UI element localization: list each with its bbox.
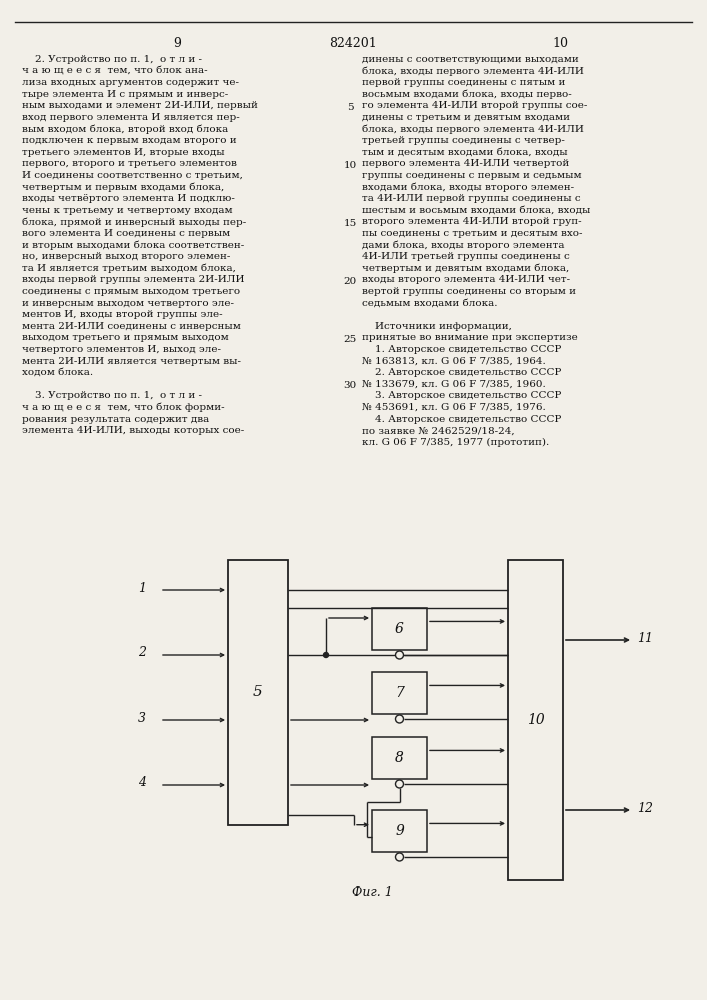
Text: 4И-ИЛИ третьей группы соединены с: 4И-ИЛИ третьей группы соединены с	[362, 252, 570, 261]
Text: № 133679, кл. G 06 F 7/385, 1960.: № 133679, кл. G 06 F 7/385, 1960.	[362, 380, 546, 389]
Text: четвертым и девятым входами блока,: четвертым и девятым входами блока,	[362, 264, 569, 273]
Text: и инверсным выходом четвертого эле-: и инверсным выходом четвертого эле-	[22, 299, 234, 308]
Text: седьмым входами блока.: седьмым входами блока.	[362, 299, 498, 308]
Text: та И является третьим выходом блока,: та И является третьим выходом блока,	[22, 264, 236, 273]
Text: 5: 5	[253, 686, 263, 700]
Text: мента 2И-ИЛИ соединены с инверсным: мента 2И-ИЛИ соединены с инверсным	[22, 322, 241, 331]
Text: 1: 1	[138, 582, 146, 594]
Text: рования результата содержит два: рования результата содержит два	[22, 415, 209, 424]
Text: Источники информации,: Источники информации,	[362, 322, 512, 331]
Bar	[372, 810, 427, 852]
Text: ментов И, входы второй группы эле-: ментов И, входы второй группы эле-	[22, 310, 223, 319]
Circle shape	[395, 853, 404, 861]
Text: третьей группы соединены с четвер-: третьей группы соединены с четвер-	[362, 136, 565, 145]
Text: третьего элементов И, вторые входы: третьего элементов И, вторые входы	[22, 148, 225, 157]
Bar	[228, 560, 288, 825]
Text: 20: 20	[344, 277, 356, 286]
Text: 25: 25	[344, 335, 356, 344]
Text: подключен к первым входам второго и: подключен к первым входам второго и	[22, 136, 237, 145]
Text: восьмым входами блока, входы перво-: восьмым входами блока, входы перво-	[362, 90, 572, 99]
Text: 9: 9	[173, 37, 181, 50]
Text: принятые во внимание при экспертизе: принятые во внимание при экспертизе	[362, 333, 578, 342]
Text: 2. Устройство по п. 1,  о т л и -: 2. Устройство по п. 1, о т л и -	[22, 55, 202, 64]
Text: 5: 5	[346, 103, 354, 112]
Text: 2. Авторское свидетельство СССР: 2. Авторское свидетельство СССР	[362, 368, 561, 377]
Text: 1. Авторское свидетельство СССР: 1. Авторское свидетельство СССР	[362, 345, 561, 354]
Text: входами блока, входы второго элемен-: входами блока, входы второго элемен-	[362, 183, 574, 192]
Bar	[372, 672, 427, 714]
Text: И соединены соответственно с третьим,: И соединены соответственно с третьим,	[22, 171, 243, 180]
Text: ч а ю щ е е с я  тем, что блок ана-: ч а ю щ е е с я тем, что блок ана-	[22, 67, 208, 76]
Text: 4: 4	[138, 776, 146, 790]
Text: группы соединены с первым и седьмым: группы соединены с первым и седьмым	[362, 171, 582, 180]
Text: 12: 12	[637, 802, 653, 816]
Text: второго элемента 4И-ИЛИ второй груп-: второго элемента 4И-ИЛИ второй груп-	[362, 217, 582, 226]
Text: ч а ю щ е е с я  тем, что блок форми-: ч а ю щ е е с я тем, что блок форми-	[22, 403, 225, 412]
Text: лиза входных аргументов содержит че-: лиза входных аргументов содержит че-	[22, 78, 239, 87]
Text: выходом третьего и прямым выходом: выходом третьего и прямым выходом	[22, 333, 229, 342]
Text: динены с соответствующими выходами: динены с соответствующими выходами	[362, 55, 579, 64]
Text: первого, второго и третьего элементов: первого, второго и третьего элементов	[22, 159, 237, 168]
Text: 10: 10	[552, 37, 568, 50]
Text: блока, входы первого элемента 4И-ИЛИ: блока, входы первого элемента 4И-ИЛИ	[362, 125, 584, 134]
Circle shape	[395, 780, 404, 788]
Text: 824201: 824201	[329, 37, 377, 50]
Text: го элемента 4И-ИЛИ второй группы сое-: го элемента 4И-ИЛИ второй группы сое-	[362, 101, 588, 110]
Text: ным выходами и элемент 2И-ИЛИ, первый: ным выходами и элемент 2И-ИЛИ, первый	[22, 101, 258, 110]
Text: мента 2И-ИЛИ является четвертым вы-: мента 2И-ИЛИ является четвертым вы-	[22, 357, 241, 366]
Text: № 453691, кл. G 06 F 7/385, 1976.: № 453691, кл. G 06 F 7/385, 1976.	[362, 403, 546, 412]
Text: вертой группы соединены со вторым и: вертой группы соединены со вторым и	[362, 287, 576, 296]
Text: вого элемента И соединены с первым: вого элемента И соединены с первым	[22, 229, 230, 238]
Text: ходом блока.: ходом блока.	[22, 368, 93, 377]
Text: № 163813, кл. G 06 F 7/385, 1964.: № 163813, кл. G 06 F 7/385, 1964.	[362, 357, 546, 366]
Text: элемента 4И-ИЛИ, выходы которых сое-: элемента 4И-ИЛИ, выходы которых сое-	[22, 426, 244, 435]
Text: 15: 15	[344, 219, 356, 228]
Bar	[372, 608, 427, 650]
Circle shape	[324, 652, 329, 658]
Text: 10: 10	[527, 713, 544, 727]
Text: динены с третьим и девятым входами: динены с третьим и девятым входами	[362, 113, 570, 122]
Bar	[372, 737, 427, 779]
Text: 8: 8	[395, 751, 404, 765]
Text: блока, прямой и инверсный выходы пер-: блока, прямой и инверсный выходы пер-	[22, 217, 246, 227]
Circle shape	[395, 651, 404, 659]
Text: вым входом блока, второй вход блока: вым входом блока, второй вход блока	[22, 125, 228, 134]
Text: но, инверсный выход второго элемен-: но, инверсный выход второго элемен-	[22, 252, 230, 261]
Text: 3: 3	[138, 712, 146, 724]
Text: тыре элемента И с прямым и инверс-: тыре элемента И с прямым и инверс-	[22, 90, 228, 99]
Text: 30: 30	[344, 381, 356, 390]
Text: входы четвёртого элемента И подклю-: входы четвёртого элемента И подклю-	[22, 194, 235, 203]
Bar	[508, 560, 563, 880]
Text: 4. Авторское свидетельство СССР: 4. Авторское свидетельство СССР	[362, 415, 561, 424]
Text: 9: 9	[395, 824, 404, 838]
Text: 2: 2	[138, 647, 146, 660]
Text: та 4И-ИЛИ первой группы соединены с: та 4И-ИЛИ первой группы соединены с	[362, 194, 580, 203]
Text: блока, входы первого элемента 4И-ИЛИ: блока, входы первого элемента 4И-ИЛИ	[362, 67, 584, 76]
Text: вход первого элемента И является пер-: вход первого элемента И является пер-	[22, 113, 240, 122]
Text: Фиг. 1: Фиг. 1	[351, 886, 392, 899]
Text: первого элемента 4И-ИЛИ четвертой: первого элемента 4И-ИЛИ четвертой	[362, 159, 569, 168]
Circle shape	[395, 715, 404, 723]
Text: входы первой группы элемента 2И-ИЛИ: входы первой группы элемента 2И-ИЛИ	[22, 275, 245, 284]
Text: и вторым выходами блока соответствен-: и вторым выходами блока соответствен-	[22, 241, 244, 250]
Text: входы второго элемента 4И-ИЛИ чет-: входы второго элемента 4И-ИЛИ чет-	[362, 275, 570, 284]
Text: 6: 6	[395, 622, 404, 636]
Text: четвертым и первым входами блока,: четвертым и первым входами блока,	[22, 183, 224, 192]
Text: четвертого элементов И, выход эле-: четвертого элементов И, выход эле-	[22, 345, 221, 354]
Text: чены к третьему и четвертому входам: чены к третьему и четвертому входам	[22, 206, 233, 215]
Text: дами блока, входы второго элемента: дами блока, входы второго элемента	[362, 241, 564, 250]
Text: 7: 7	[395, 686, 404, 700]
Text: 3. Авторское свидетельство СССР: 3. Авторское свидетельство СССР	[362, 391, 561, 400]
Text: пы соединены с третьим и десятым вхо-: пы соединены с третьим и десятым вхо-	[362, 229, 583, 238]
Text: 11: 11	[637, 633, 653, 646]
Text: шестым и восьмым входами блока, входы: шестым и восьмым входами блока, входы	[362, 206, 590, 215]
Text: 3. Устройство по п. 1,  о т л и -: 3. Устройство по п. 1, о т л и -	[22, 391, 202, 400]
Text: кл. G 06 F 7/385, 1977 (прототип).: кл. G 06 F 7/385, 1977 (прототип).	[362, 438, 549, 447]
Text: 10: 10	[344, 161, 356, 170]
Text: соединены с прямым выходом третьего: соединены с прямым выходом третьего	[22, 287, 240, 296]
Text: первой группы соединены с пятым и: первой группы соединены с пятым и	[362, 78, 566, 87]
Text: по заявке № 2462529/18-24,: по заявке № 2462529/18-24,	[362, 426, 515, 435]
Text: тым и десятым входами блока, входы: тым и десятым входами блока, входы	[362, 148, 568, 157]
